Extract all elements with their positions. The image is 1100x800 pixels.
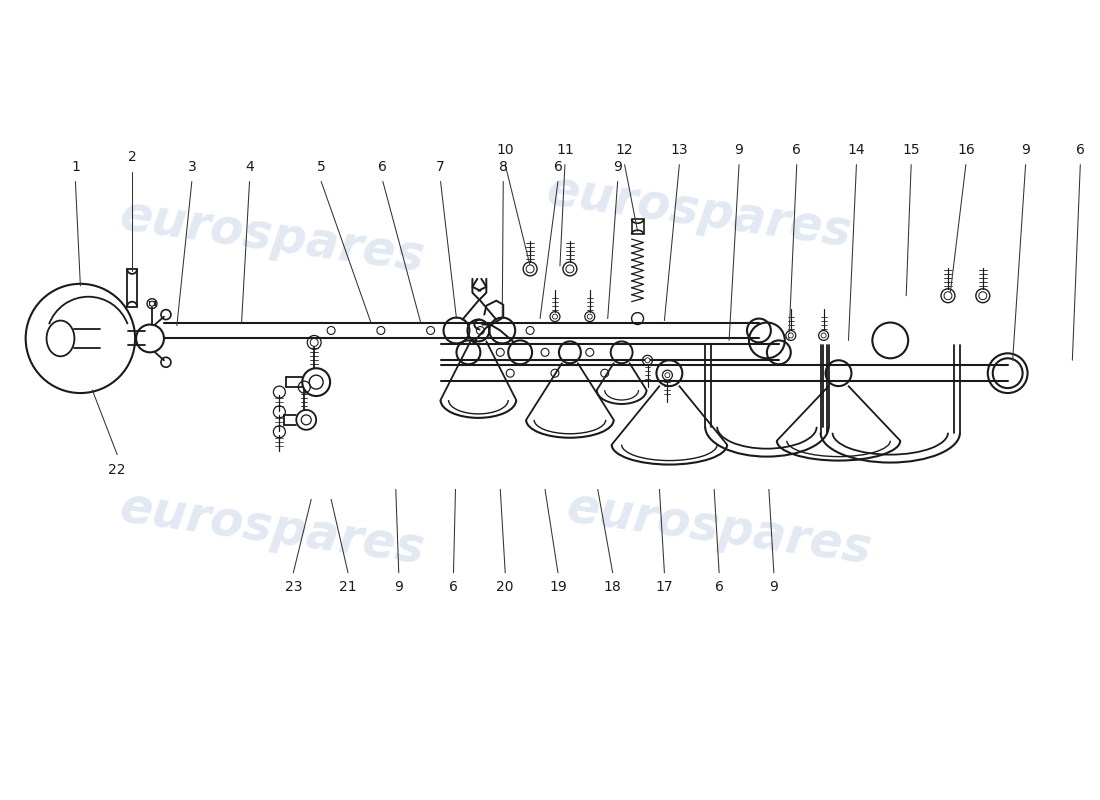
Text: eurospares: eurospares — [116, 484, 427, 574]
Text: 2: 2 — [128, 150, 136, 164]
Text: 9: 9 — [613, 160, 623, 174]
Text: 6: 6 — [792, 142, 801, 157]
Text: 12: 12 — [616, 142, 634, 157]
Bar — [631, 219, 644, 234]
Circle shape — [979, 292, 987, 300]
Text: 6: 6 — [449, 580, 458, 594]
Text: eurospares: eurospares — [543, 166, 855, 257]
Text: 21: 21 — [339, 580, 356, 594]
Text: 1: 1 — [72, 160, 80, 174]
Circle shape — [526, 265, 535, 273]
Text: 6: 6 — [1076, 142, 1085, 157]
Text: 13: 13 — [671, 142, 689, 157]
Text: 9: 9 — [1021, 142, 1030, 157]
Text: 15: 15 — [902, 142, 920, 157]
Circle shape — [789, 333, 793, 338]
Text: 9: 9 — [735, 142, 744, 157]
Text: 17: 17 — [656, 580, 673, 594]
Text: 10: 10 — [496, 142, 514, 157]
Text: 6: 6 — [715, 580, 724, 594]
Text: 19: 19 — [549, 580, 566, 594]
Text: 22: 22 — [109, 462, 125, 477]
Text: 6: 6 — [378, 160, 387, 174]
Circle shape — [565, 265, 574, 273]
Text: 4: 4 — [245, 160, 254, 174]
Circle shape — [944, 292, 952, 300]
Circle shape — [664, 373, 670, 378]
Circle shape — [821, 333, 826, 338]
Circle shape — [587, 314, 592, 319]
Bar — [128, 269, 138, 306]
Text: 14: 14 — [848, 142, 866, 157]
Text: 6: 6 — [553, 160, 562, 174]
Text: 20: 20 — [496, 580, 514, 594]
Text: 5: 5 — [317, 160, 326, 174]
Text: eurospares: eurospares — [116, 191, 427, 282]
Text: 8: 8 — [498, 160, 508, 174]
Circle shape — [645, 358, 650, 362]
Text: 11: 11 — [556, 142, 574, 157]
Text: 18: 18 — [604, 580, 622, 594]
Text: 9: 9 — [769, 580, 779, 594]
Text: eurospares: eurospares — [563, 484, 874, 574]
Text: 7: 7 — [437, 160, 444, 174]
Text: 3: 3 — [187, 160, 196, 174]
Circle shape — [552, 314, 558, 319]
Circle shape — [310, 338, 318, 346]
Circle shape — [150, 301, 154, 306]
Text: 16: 16 — [957, 142, 975, 157]
Text: 9: 9 — [394, 580, 404, 594]
Text: 23: 23 — [285, 580, 303, 594]
Bar — [148, 301, 155, 305]
